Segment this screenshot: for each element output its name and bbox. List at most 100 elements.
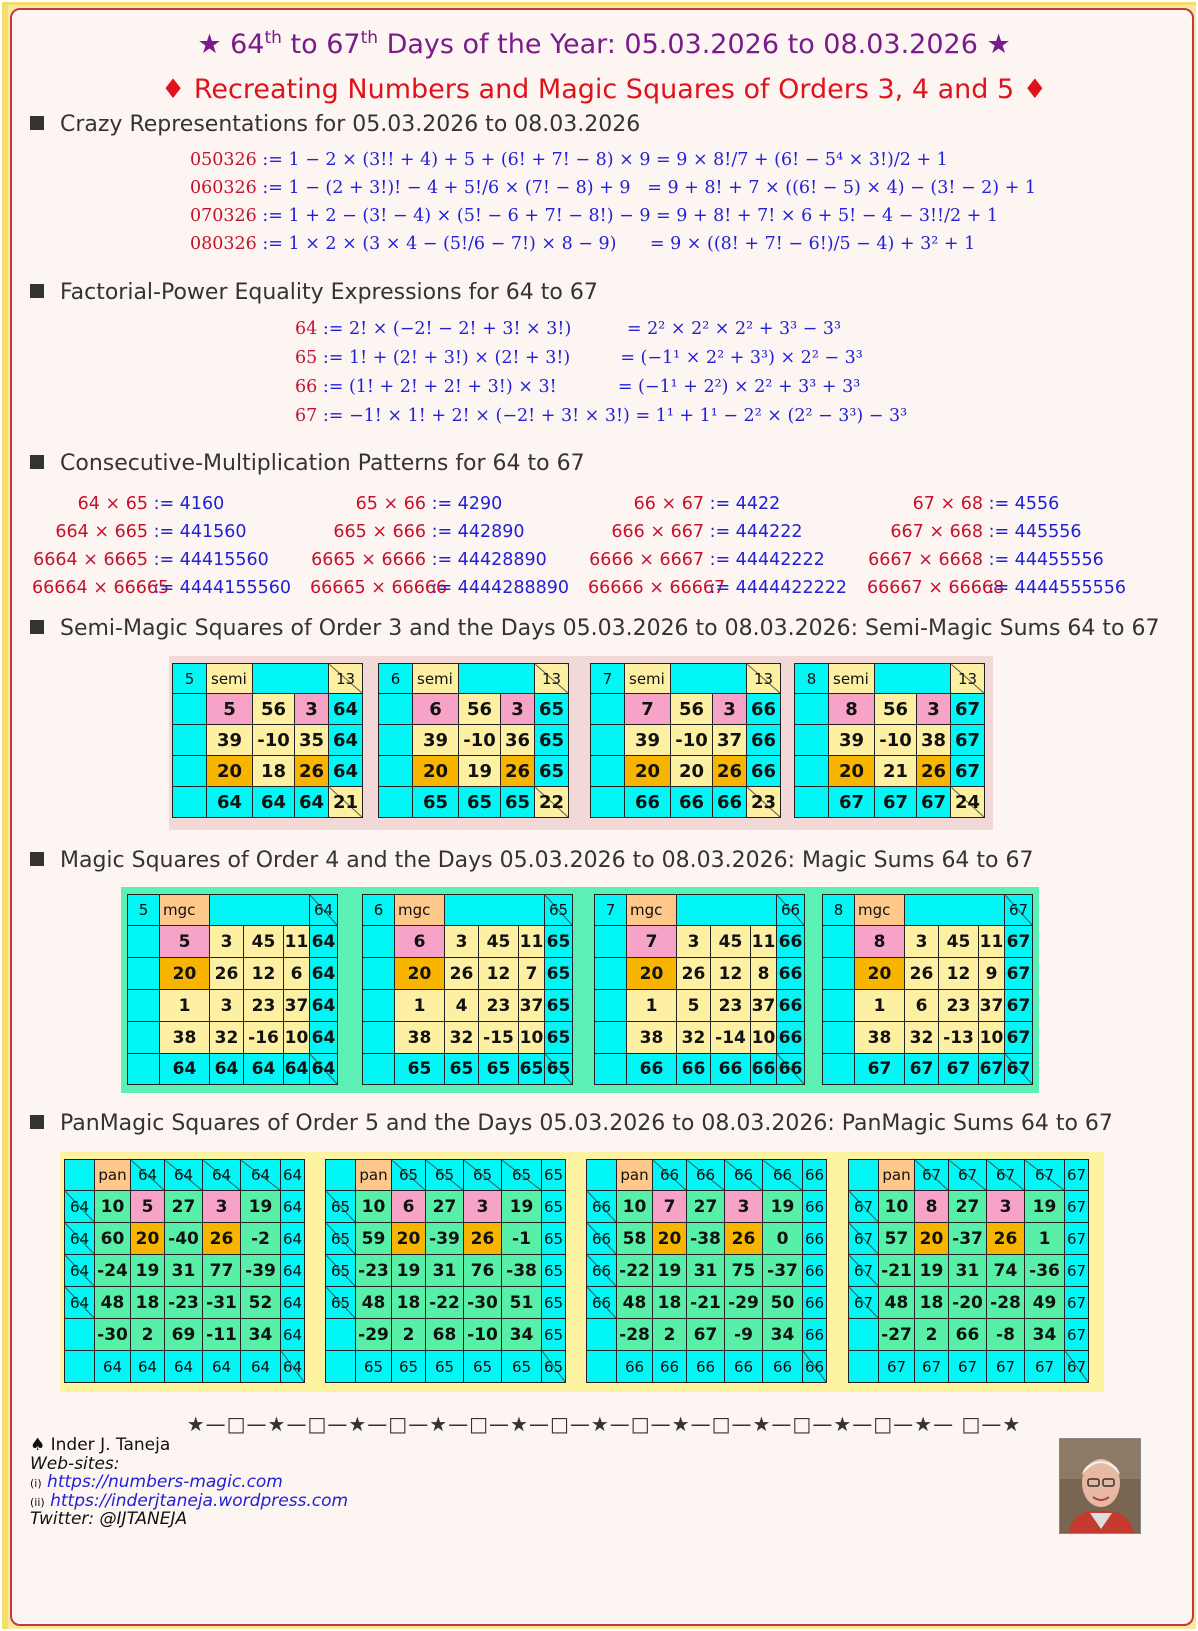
row-sum-cell: 67 — [950, 724, 985, 756]
square-cell: -38 — [501, 1254, 542, 1287]
side-cell — [822, 925, 855, 958]
square-cell: 2 — [130, 1318, 165, 1351]
equation-lhs: := 1 × 2 × (3 × 4 − (5!/6 − 7!) × 8 − 9) — [256, 234, 650, 254]
square-cell: -39 — [240, 1254, 281, 1287]
side-cell — [590, 724, 625, 756]
website-link-1[interactable]: https://numbers-magic.com — [47, 1472, 283, 1492]
row-sum-cell: 65 — [534, 755, 569, 787]
square-cell: -10 — [252, 724, 295, 756]
multiplication-row: 66666 × 66667 := 4444422222 — [588, 578, 847, 598]
row-sum-cell: 65 — [541, 1254, 566, 1287]
diagonal-cell: 66 — [776, 1053, 805, 1085]
square-label: semi — [624, 663, 671, 694]
square-cell: 37 — [518, 989, 545, 1022]
square-cell: 19 — [130, 1254, 165, 1287]
square-cell: 3 — [209, 989, 244, 1022]
semi-magic-square: 6 semi 13 6 56 3 65 39 -10 36 65 20 19 26 65 65 65 65 22 — [378, 663, 569, 818]
top-diagonal-cell: 67 — [914, 1159, 949, 1191]
square-cell: -37 — [762, 1254, 803, 1287]
square-cell: 5 — [130, 1190, 165, 1223]
header-fill — [458, 663, 535, 694]
square-cell: 2 — [391, 1318, 426, 1351]
header-fill — [670, 663, 747, 694]
square-label: semi — [828, 663, 875, 694]
side-diagonal-cell: 64 — [64, 1254, 95, 1287]
square-cell: 76 — [463, 1254, 502, 1287]
column-sum-cell: 66 — [626, 1053, 677, 1085]
equation-number: 050326 — [190, 150, 257, 170]
multiplication-row: 665 × 666 := 442890 — [310, 522, 524, 542]
side-cell — [848, 1350, 879, 1383]
multiplication-expression: 667 × 668 — [890, 522, 983, 542]
row-sum-cell: 67 — [1064, 1222, 1089, 1255]
column-sum-cell: 65 — [394, 1053, 445, 1085]
row-sum-cell: 67 — [1064, 1190, 1089, 1223]
header-fill — [252, 663, 329, 694]
side-diagonal-cell: 64 — [64, 1222, 95, 1255]
square-cell: 6 — [391, 1190, 426, 1223]
side-diagonal-cell: 65 — [325, 1254, 356, 1287]
top-diagonal-cell: 67 — [1024, 1159, 1065, 1191]
square-cell: 7 — [624, 693, 671, 725]
panmagic-square: pan 66 66 66 66 66 66 10 7 27 3 19 66 66 58 20 -38 26 0 66 6… — [586, 1159, 827, 1383]
side-cell — [594, 1053, 627, 1085]
side-cell — [594, 989, 627, 1022]
square-label: mgc — [854, 894, 905, 926]
side-cell — [822, 957, 855, 990]
column-sum-cell: 65 — [501, 1350, 542, 1383]
top-diagonal-cell: 65 — [391, 1159, 426, 1191]
multiplication-result: := 44455556 — [983, 550, 1104, 570]
square-cell: 31 — [425, 1254, 464, 1287]
square-cell: 74 — [986, 1254, 1025, 1287]
section-heading-factorial: Factorial-Power Equality Expressions for… — [30, 280, 598, 305]
bullet-icon — [30, 455, 44, 469]
diagonal-cell: 64 — [309, 1053, 338, 1085]
equation-number: 060326 — [190, 178, 257, 198]
square-cell: 56 — [874, 693, 917, 725]
corner-blank — [64, 1159, 95, 1191]
column-sum-cell: 66 — [670, 786, 713, 818]
square-cell: 6 — [412, 693, 459, 725]
square-cell: 10 — [878, 1190, 915, 1223]
corner-cell: 65 — [544, 894, 573, 926]
side-cell — [127, 925, 160, 958]
equation-number: 070326 — [190, 206, 257, 226]
equation-number: 66 — [295, 377, 318, 397]
square-cell: 10 — [94, 1190, 131, 1223]
header-fill — [676, 894, 777, 926]
side-diagonal-cell — [848, 1318, 879, 1351]
column-sum-cell: 67 — [916, 786, 951, 818]
multiplication-result: := 4444555556 — [983, 578, 1127, 598]
corner-cell: 66 — [776, 894, 805, 926]
equation-lhs: := 1 + 2 − (3! − 4) × (5! − 6 + 7! − 8!)… — [256, 206, 657, 226]
square-cell: 7 — [652, 1190, 687, 1223]
square-cell: 69 — [164, 1318, 203, 1351]
column-sum-cell: 64 — [252, 786, 295, 818]
column-sum-cell: 67 — [938, 1053, 979, 1085]
side-cell — [794, 724, 829, 756]
equation-number: 64 — [295, 319, 318, 339]
side-cell — [378, 755, 413, 787]
square-cell: -23 — [355, 1254, 392, 1287]
square-cell: 8 — [828, 693, 875, 725]
side-cell — [590, 786, 625, 818]
square-cell: 20 — [854, 957, 905, 990]
equation-lhs: := 1! + (2! + 3!) × (2! + 3!) — [317, 348, 621, 368]
side-cell — [822, 989, 855, 1022]
corner-cell: 67 — [1004, 894, 1033, 926]
square-cell: 23 — [478, 989, 519, 1022]
row-sum-cell: 66 — [776, 989, 805, 1022]
diagonal-cell: 64 — [280, 1350, 305, 1383]
equation-number: 67 — [295, 406, 318, 426]
column-sum-cell: 64 — [294, 786, 329, 818]
list-marker: (ii) — [30, 1496, 45, 1509]
square-cell: 34 — [1024, 1318, 1065, 1351]
square-cell: 11 — [283, 925, 310, 958]
square-cell: 26 — [724, 1222, 763, 1255]
square-cell: 35 — [294, 724, 329, 756]
side-cell — [378, 724, 413, 756]
square-cell: 50 — [762, 1286, 803, 1319]
website-link-2[interactable]: https://inderjtaneja.wordpress.com — [50, 1491, 349, 1511]
column-sum-cell: 65 — [444, 1053, 479, 1085]
square-label: mgc — [394, 894, 445, 926]
